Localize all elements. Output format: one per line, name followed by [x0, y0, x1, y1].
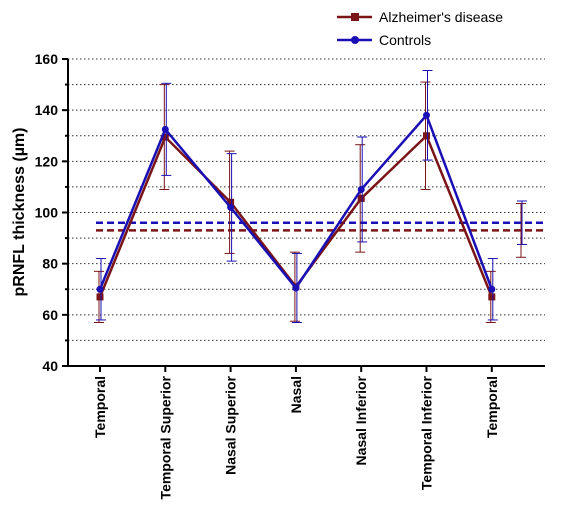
- legend-marker: [351, 13, 359, 21]
- y-tick-labels: 40 60 80 100 120 140 160: [35, 51, 59, 374]
- data-point: [161, 125, 169, 133]
- y-tick-label: 160: [35, 51, 59, 67]
- data-point: [357, 194, 365, 202]
- y-tick-label: 60: [42, 307, 58, 323]
- series-group: [94, 70, 498, 324]
- x-tick-label: Temporal Superior: [157, 375, 173, 499]
- x-tick-label: Temporal Inferior: [419, 375, 435, 490]
- data-point: [488, 285, 496, 293]
- x-tick-label: Nasal: [288, 376, 304, 413]
- data-point: [96, 293, 104, 301]
- data-point: [423, 111, 430, 119]
- y-tick-label: 40: [42, 358, 58, 374]
- data-point: [227, 203, 235, 211]
- series-controls: [96, 70, 498, 324]
- legend: Alzheimer's disease Controls: [337, 9, 503, 48]
- x-tick-label: Nasal Inferior: [353, 375, 369, 465]
- y-axis-title: pRNFL thickness (µm): [11, 128, 28, 297]
- y-tick-label: 80: [42, 256, 58, 272]
- x-tick-label: Temporal: [92, 376, 108, 438]
- y-tick-label: 100: [35, 205, 59, 221]
- axes: [62, 58, 545, 372]
- legend-label: Alzheimer's disease: [379, 9, 503, 25]
- data-point: [227, 198, 235, 206]
- legend-marker: [351, 36, 359, 44]
- data-point: [96, 285, 104, 293]
- series-line: [98, 112, 493, 291]
- data-point: [488, 293, 496, 301]
- x-tick-labels: Temporal Temporal Superior Nasal Superior N…: [92, 375, 500, 499]
- data-point: [423, 132, 430, 140]
- y-tick-label: 140: [35, 102, 59, 118]
- y-tick-label: 120: [35, 153, 59, 169]
- x-tick-label: Temporal: [484, 376, 500, 438]
- data-point: [161, 133, 169, 141]
- data-point: [357, 185, 365, 193]
- x-tick-label: Nasal Superior: [223, 375, 239, 474]
- data-point: [292, 284, 300, 292]
- series-line: [98, 133, 493, 298]
- legend-label: Controls: [379, 32, 431, 48]
